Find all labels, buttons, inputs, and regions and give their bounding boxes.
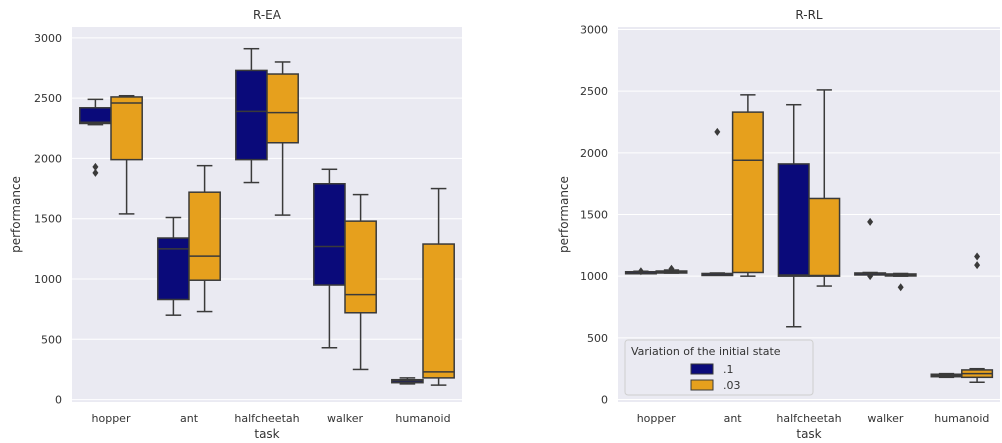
x-tick-label: hopper [92,412,131,425]
box-p1-hopper [79,98,112,177]
box-body [79,107,112,125]
chart-title: R-RL [795,8,823,22]
y-tick-label: 3000 [34,32,62,45]
box-p03-walker [884,272,917,292]
x-tick-label: walker [327,412,364,425]
x-axis-label: task [254,427,279,441]
box-body [188,191,221,281]
box-p03-walker [344,193,377,371]
y-tick-label: 0 [601,394,608,407]
box-body [808,197,841,277]
outlier-point [637,267,644,276]
legend: Variation of the initial state .1 .03 [624,339,814,396]
x-tick-label: halfcheetah [776,412,841,425]
y-axis-label: performance [557,176,571,253]
x-tick-label: humanoid [395,412,450,425]
y-tick-label: 2500 [580,85,608,98]
box-p1-humanoid [930,372,963,379]
chart-panel-r-ea: 0 500 1000 1500 2000 2500 3000 hopper ant halfche… [9,8,462,441]
box-body [235,69,268,161]
y-tick-label: 1500 [580,209,608,222]
box-body [422,243,455,379]
y-tick-label: 2000 [580,147,608,160]
box-p03-ant [188,164,221,313]
box-p1-halfcheetah [235,47,268,184]
y-tick-label: 0 [55,394,62,407]
y-tick-label: 1500 [34,213,62,226]
y-tick-label: 500 [41,333,62,346]
x-tick-label: hopper [637,412,676,425]
box-body [110,96,143,161]
box-body [731,111,764,274]
y-tick-label: 1000 [580,270,608,283]
box-body [157,237,190,301]
x-axis-label: task [796,427,821,441]
outlier-point [867,217,874,226]
outlier-point [92,162,99,171]
y-tick-label: 1000 [34,273,62,286]
legend-swatch [690,363,714,375]
x-tick-label: ant [180,412,199,425]
box-p03-humanoid [422,187,455,386]
outlier-point [92,168,99,177]
outlier-point [897,283,904,292]
box-p1-humanoid [391,377,424,385]
box-p03-ant [731,94,764,277]
box-p03-halfcheetah [808,89,841,287]
x-tick-label: ant [724,412,743,425]
x-tick-label: halfcheetah [234,412,299,425]
outlier-point [867,272,874,281]
box-p1-ant [701,127,734,277]
y-tick-label: 3000 [580,23,608,36]
y-tick-label: 2000 [34,152,62,165]
legend-frame [624,339,814,396]
box-p03-hopper [655,264,688,274]
box-p03-hopper [110,94,143,215]
box-p1-halfcheetah [777,103,810,328]
chart-title: R-EA [253,8,282,22]
outlier-point [668,264,675,273]
legend-label: .1 [723,363,734,376]
box-body [266,73,299,144]
box-body [777,163,810,277]
y-tick-label: 500 [587,332,608,345]
box-p03-halfcheetah [266,61,299,216]
legend-swatch [690,379,714,391]
y-tick-label: 2500 [34,92,62,105]
box-body [344,220,377,314]
x-tick-label: walker [867,412,904,425]
legend-label: .03 [723,379,741,392]
y-axis-label: performance [9,176,23,253]
box-p03-humanoid [961,252,994,384]
chart-panel-r-rl: 0 500 1000 1500 2000 2500 3000 hopper ant halfche… [557,8,1000,441]
outlier-point [974,252,981,261]
outlier-point [974,261,981,270]
box-body [313,183,346,286]
x-tick-label: humanoid [934,412,989,425]
legend-title: Variation of the initial state [631,345,781,358]
outlier-point [714,127,721,136]
